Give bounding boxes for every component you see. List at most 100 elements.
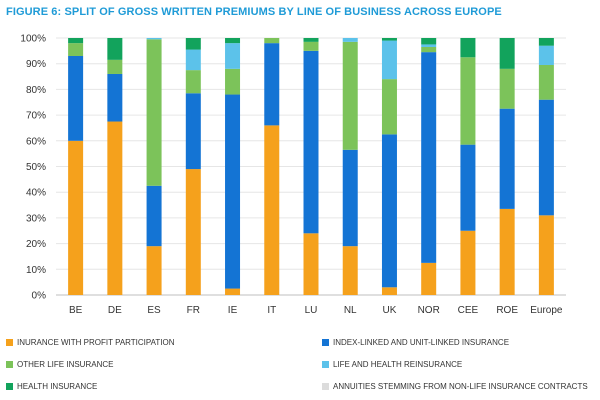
bar-segment-europe-series-2 [538, 64, 554, 100]
legend-item: OTHER LIFE INSURANCE [6, 360, 113, 369]
bar-segment-de-series-1 [107, 73, 123, 122]
bar-segment-nor-series-0 [421, 262, 437, 295]
legend-item: LIFE AND HEALTH REINSURANCE [322, 360, 462, 369]
bar-segment-fr-series-3 [185, 49, 201, 71]
y-tick-label: 20% [26, 239, 46, 250]
bar-segment-de-series-2 [107, 59, 123, 74]
x-tick-label: NOR [418, 305, 440, 316]
x-tick-label: IE [228, 305, 238, 316]
x-tick-label: IT [267, 305, 276, 316]
bar-segment-uk-series-0 [381, 287, 397, 295]
y-tick-label: 80% [26, 85, 46, 96]
bar-segment-europe-series-4 [538, 38, 554, 46]
bar-segment-ie-series-2 [225, 68, 241, 95]
bar-segment-fr-series-2 [185, 70, 201, 94]
y-tick-label: 40% [26, 188, 46, 199]
chart-title: FIGURE 6: SPLIT OF GROSS WRITTEN PREMIUM… [6, 6, 502, 18]
bar-segment-nor-series-1 [421, 52, 437, 263]
bar-segment-europe-series-0 [538, 215, 554, 295]
bar-segment-uk-series-3 [381, 40, 397, 80]
x-tick-label: DE [108, 305, 122, 316]
legend-swatch [6, 383, 13, 390]
bar-segment-it-series-0 [264, 125, 280, 295]
bar-segment-it-series-1 [264, 43, 280, 126]
legend-label: HEALTH INSURANCE [17, 382, 98, 391]
bar-segment-de-series-0 [107, 121, 123, 296]
bars [68, 38, 554, 296]
bar-segment-nor-series-4 [421, 38, 437, 45]
legend-label: INURANCE WITH PROFIT PARTICIPATION [17, 338, 175, 347]
bar-segment-lu-series-4 [303, 38, 319, 42]
bar-segment-fr-series-1 [185, 93, 201, 170]
legend-label: OTHER LIFE INSURANCE [17, 360, 114, 369]
legend-swatch [322, 339, 329, 346]
x-tick-label: ES [147, 305, 161, 316]
legend-label: INDEX-LINKED AND UNIT-LINKED INSURANCE [333, 338, 510, 347]
bar-segment-roe-series-4 [499, 38, 515, 69]
bar-segment-es-series-0 [146, 246, 162, 295]
bar-segment-ie-series-0 [225, 288, 241, 295]
bar-segment-roe-series-1 [499, 108, 515, 209]
bar-segment-roe-series-0 [499, 208, 515, 295]
bar-segment-es-series-2 [146, 39, 162, 186]
bar-segment-nl-series-3 [342, 38, 358, 42]
x-tick-label: UK [383, 305, 397, 316]
y-tick-label: 60% [26, 136, 46, 147]
bar-segment-lu-series-0 [303, 233, 319, 295]
y-tick-label: 30% [26, 213, 46, 224]
bar-segment-europe-series-1 [538, 99, 554, 216]
bar-segment-fr-series-4 [185, 38, 201, 50]
bar-segment-uk-series-1 [381, 134, 397, 288]
x-tick-label: Europe [530, 305, 563, 316]
y-tick-label: 50% [26, 162, 46, 173]
y-tick-label: 100% [20, 34, 46, 45]
bar-segment-cee-series-2 [460, 57, 476, 145]
legend-swatch [322, 361, 329, 368]
legend-item: ANNUITIES STEMMING FROM NON-LIFE INSURAN… [322, 382, 588, 391]
y-tick-label: 90% [26, 59, 46, 70]
legend-swatch [322, 383, 329, 390]
x-axis-ticks: BE DE ES FR IE IT LU NL UK NOR CEE ROE Europe [69, 305, 563, 316]
y-tick-label: 0% [32, 291, 47, 302]
bar-segment-ie-series-1 [225, 94, 241, 289]
bar-segment-es-series-1 [146, 185, 162, 247]
bar-segment-it-series-2 [264, 38, 280, 44]
bar-segment-fr-series-0 [185, 169, 201, 295]
bar-segment-roe-series-2 [499, 68, 515, 109]
bar-segment-cee-series-0 [460, 230, 476, 295]
y-tick-label: 70% [26, 111, 46, 122]
legend-label: ANNUITIES STEMMING FROM NON-LIFE INSURAN… [333, 382, 588, 391]
legend-item: INDEX-LINKED AND UNIT-LINKED INSURANCE [322, 338, 509, 347]
bar-segment-de-series-4 [107, 38, 123, 60]
bar-segment-uk-series-4 [381, 38, 397, 41]
bar-segment-be-series-4 [68, 38, 84, 44]
bar-segment-europe-series-3 [538, 45, 554, 65]
x-tick-label: ROE [496, 305, 518, 316]
bar-segment-nor-series-2 [421, 46, 437, 53]
y-axis-ticks: 0% 10% 20% 30% 40% 50% 60% 70% 80% 90% 100% [20, 34, 46, 302]
legend-swatch [6, 339, 13, 346]
bar-segment-es-series-3 [146, 38, 162, 40]
bar-segment-nl-series-2 [342, 41, 358, 150]
bar-segment-nl-series-1 [342, 149, 358, 247]
x-tick-label: FR [187, 305, 200, 316]
bar-segment-uk-series-2 [381, 79, 397, 135]
bar-segment-nl-series-0 [342, 246, 358, 295]
x-tick-label: LU [305, 305, 318, 316]
bar-segment-be-series-2 [68, 43, 84, 56]
bar-segment-ie-series-3 [225, 43, 241, 69]
legend-label: LIFE AND HEALTH REINSURANCE [333, 360, 463, 369]
x-tick-label: CEE [458, 305, 479, 316]
legend-swatch [6, 361, 13, 368]
bar-segment-cee-series-4 [460, 38, 476, 58]
bar-segment-cee-series-1 [460, 144, 476, 231]
x-tick-label: BE [69, 305, 83, 316]
bar-segment-ie-series-4 [225, 38, 241, 44]
legend-item: INURANCE WITH PROFIT PARTICIPATION [6, 338, 175, 347]
x-tick-label: NL [344, 305, 357, 316]
bar-segment-lu-series-1 [303, 50, 319, 234]
bar-segment-lu-series-2 [303, 41, 319, 51]
bar-segment-be-series-0 [68, 140, 84, 295]
y-tick-label: 10% [26, 265, 46, 276]
